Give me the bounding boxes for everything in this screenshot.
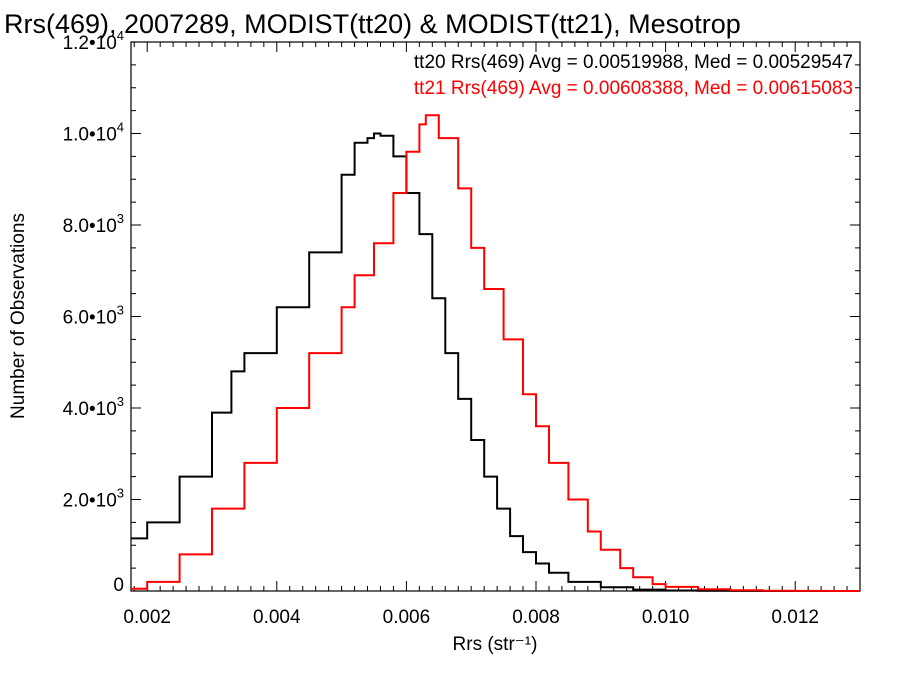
y-axis-label: Number of Observations bbox=[8, 213, 29, 419]
y-tick-label: 0 bbox=[113, 575, 124, 596]
chart-title: Rrs(469), 2007289, MODIST(tt20) & MODIST… bbox=[4, 9, 741, 39]
axis-tick-labels: 0.002 0.004 0.006 0.008 0.010 0.012 0 2.0•103 4.… bbox=[63, 28, 819, 628]
x-axis-label: Rrs (str⁻¹) bbox=[453, 634, 538, 655]
series-lines bbox=[131, 114, 860, 592]
legend-entry-tt21: tt21 Rrs(469) Avg = 0.00608388, Med = 0.… bbox=[414, 78, 853, 99]
x-tick-label: 0.004 bbox=[253, 607, 301, 628]
x-tick-label: 0.006 bbox=[383, 607, 431, 628]
series-line-tt20 bbox=[131, 132, 860, 592]
x-tick-label: 0.012 bbox=[771, 607, 819, 628]
y-tick-label: 4.0•103 bbox=[63, 394, 124, 420]
x-tick-label: 0.002 bbox=[123, 607, 171, 628]
y-tick-label: 8.0•103 bbox=[63, 211, 124, 237]
legend-entry-tt20: tt20 Rrs(469) Avg = 0.00519988, Med = 0.… bbox=[414, 52, 853, 73]
series-line-tt21 bbox=[131, 114, 860, 592]
x-tick-label: 0.008 bbox=[512, 607, 560, 628]
y-tick-label: 2.0•103 bbox=[63, 486, 124, 512]
y-tick-label: 1.2•104 bbox=[63, 28, 124, 54]
y-tick-label: 6.0•103 bbox=[63, 303, 124, 329]
y-tick-label: 1.0•104 bbox=[63, 120, 124, 146]
x-tick-label: 0.010 bbox=[642, 607, 690, 628]
